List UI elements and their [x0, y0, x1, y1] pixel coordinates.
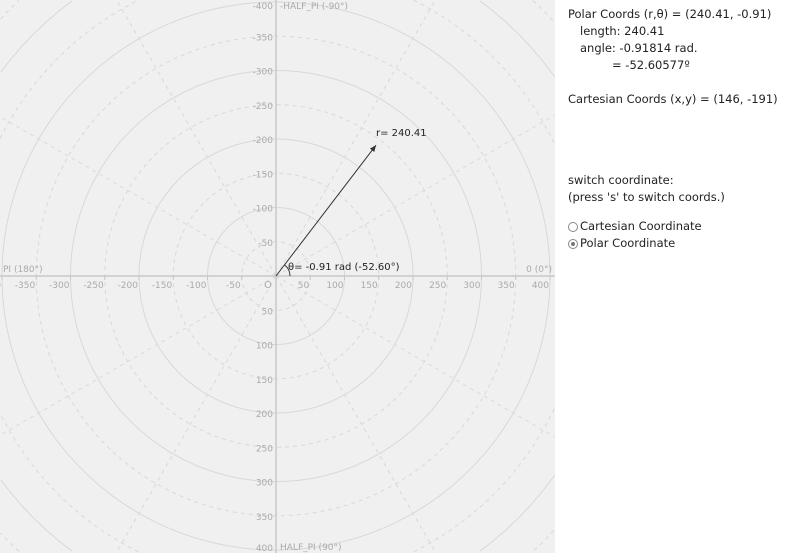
y-tick-label: 400 — [256, 544, 273, 553]
polar-coords-text: Polar Coords (r,θ) = (240.41, -0.91) — [568, 7, 772, 21]
grid-circle — [0, 0, 139, 139]
y-tick-label: -100 — [253, 205, 274, 215]
angle-label-half-pi: HALF_PI (90°) — [280, 543, 342, 553]
x-tick-label: -250 — [83, 281, 104, 291]
grid-radial-line — [275, 275, 555, 438]
radio-cartesian[interactable]: Cartesian Coordinate — [568, 218, 778, 235]
grid-circle — [0, 0, 20, 20]
vector-line — [275, 144, 377, 277]
y-tick-label: 50 — [262, 307, 274, 317]
x-tick-label: -400 — [0, 281, 1, 291]
y-tick-label: -250 — [253, 102, 274, 112]
r-label: r= 240.41 — [376, 128, 427, 139]
y-tick-label: -400 — [253, 2, 274, 12]
y-tick-label: -300 — [253, 68, 274, 78]
grid-circle — [0, 413, 139, 553]
cartesian-coords-text: Cartesian Coords (x,y) = (146, -191) — [568, 92, 778, 106]
x-tick-label: 200 — [395, 281, 412, 291]
x-tick-label: -200 — [118, 281, 139, 291]
radio-polar[interactable]: Polar Coordinate — [568, 235, 778, 252]
y-tick-label: -150 — [253, 170, 274, 180]
grid-circle — [0, 532, 20, 552]
x-tick-label: -350 — [15, 281, 36, 291]
angle-label-pi: PI (180°) — [3, 265, 43, 275]
grid-radial-line — [275, 275, 437, 553]
grid-radial-line — [0, 275, 277, 436]
grid-circle — [479, 474, 555, 552]
grid-circle — [0, 479, 73, 552]
radio-unchecked-icon[interactable] — [568, 221, 578, 232]
x-tick-label: 400 — [532, 281, 549, 291]
radio-label: Cartesian Coordinate — [580, 219, 702, 233]
grid-circle — [413, 408, 555, 553]
x-tick-label: -150 — [152, 281, 173, 291]
x-tick-label: -100 — [186, 281, 207, 291]
grid-circle — [532, 0, 555, 22]
y-tick-label: 200 — [256, 410, 273, 420]
switch-hint: (press 's' to switch coords.) — [568, 190, 725, 204]
polar-canvas[interactable]: -400 -350 -300 -250 -200 -150 -100 -50 50 100 150 2… — [0, 0, 555, 553]
grid-radial-line — [116, 0, 277, 277]
length-text: length: 240.41 — [580, 24, 665, 38]
y-tick-label: -200 — [253, 136, 274, 146]
y-tick-label: 300 — [256, 479, 273, 489]
origin-label: O — [264, 280, 272, 291]
info-panel: Polar Coords (r,θ) = (240.41, -0.91) len… — [568, 6, 778, 252]
grid-radial-line — [0, 116, 277, 277]
angle-label-0: 0 (0°) — [526, 265, 552, 275]
x-tick-label: 250 — [429, 281, 446, 291]
angle-arc — [284, 264, 291, 277]
x-tick-label: 350 — [498, 281, 515, 291]
grid-circle — [413, 0, 555, 144]
grid-radial-line — [275, 114, 555, 277]
switch-title: switch coordinate: — [568, 173, 674, 187]
y-tick-label: 150 — [256, 376, 273, 386]
arrow-head-icon — [369, 145, 377, 152]
radio-label: Polar Coordinate — [580, 236, 676, 250]
theta-label: θ= -0.91 rad (-52.60°) — [288, 262, 400, 273]
y-tick-label: -350 — [253, 33, 274, 43]
x-tick-label: 50 — [298, 281, 310, 291]
x-tick-label: -50 — [226, 281, 241, 291]
degree-text: = -52.60577º — [612, 58, 690, 72]
grid-circle — [532, 530, 555, 552]
y-tick-label: 100 — [256, 342, 273, 352]
x-tick-label: 100 — [326, 281, 343, 291]
grid-circle — [479, 0, 555, 78]
y-tick-label: 250 — [256, 444, 273, 454]
grid-circle — [0, 0, 73, 73]
radio-checked-icon[interactable] — [568, 238, 578, 249]
x-tick-label: -300 — [49, 281, 70, 291]
y-tick-label: 350 — [256, 513, 273, 523]
angle-text: angle: -0.91814 rad. — [580, 41, 698, 55]
x-tick-label: 150 — [361, 281, 378, 291]
angle-label-neg-half-pi: -HALF_PI (-90°) — [280, 2, 348, 12]
x-tick-label: 300 — [463, 281, 480, 291]
grid-radial-line — [275, 0, 436, 277]
y-tick-label: -50 — [258, 239, 273, 249]
grid-radial-line — [115, 275, 277, 553]
